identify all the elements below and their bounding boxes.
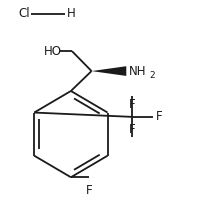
- Text: H: H: [67, 7, 75, 20]
- Text: HO: HO: [44, 45, 62, 58]
- Text: F: F: [86, 184, 93, 197]
- Polygon shape: [92, 66, 126, 76]
- Text: F: F: [156, 110, 162, 123]
- Text: NH: NH: [129, 65, 147, 78]
- Text: F: F: [128, 123, 135, 136]
- Text: F: F: [128, 98, 135, 111]
- Text: 2: 2: [149, 71, 155, 80]
- Text: Cl: Cl: [19, 7, 30, 20]
